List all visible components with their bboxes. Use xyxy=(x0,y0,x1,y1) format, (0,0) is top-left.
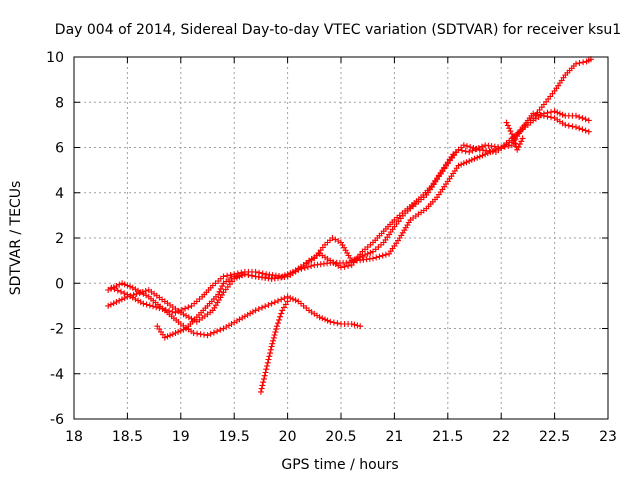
x-tick-label: 18 xyxy=(65,429,83,445)
x-tick-label: 19 xyxy=(172,429,190,445)
y-tick-label: -6 xyxy=(50,412,64,428)
y-tick-label: 2 xyxy=(55,231,64,247)
data-series xyxy=(105,56,594,395)
grid xyxy=(74,57,608,419)
y-tick-label: -2 xyxy=(50,322,64,338)
series-track-b xyxy=(105,280,364,339)
y-tick-label: 4 xyxy=(55,186,64,202)
y-axis-label: SDTVAR / TECUs xyxy=(8,181,24,296)
x-tick-label: 22.5 xyxy=(539,429,570,445)
y-tick-label: -4 xyxy=(50,367,64,383)
x-tick-label: 21.5 xyxy=(432,429,463,445)
y-tick-label: 10 xyxy=(46,50,64,66)
x-tick-labels: 18 18.5 19 19.5 20 20.5 21 21.5 22 22.5 23 xyxy=(65,429,617,445)
series-track-f xyxy=(503,119,526,153)
y-tick-labels: -6 -4 -2 0 2 4 6 8 10 xyxy=(46,50,64,428)
x-tick-label: 23 xyxy=(599,429,617,445)
x-tick-label: 20 xyxy=(279,429,297,445)
x-tick-label: 18.5 xyxy=(112,429,143,445)
chart-title: Day 004 of 2014, Sidereal Day-to-day VTE… xyxy=(55,22,621,38)
series-track-d xyxy=(154,56,594,341)
x-tick-label: 22 xyxy=(492,429,510,445)
x-tick-label: 20.5 xyxy=(325,429,356,445)
x-axis-label: GPS time / hours xyxy=(281,457,398,473)
y-tick-label: 6 xyxy=(55,141,64,157)
x-tick-label: 21 xyxy=(385,429,403,445)
y-tick-label: 0 xyxy=(55,276,64,292)
y-tick-label: 8 xyxy=(55,95,64,111)
x-tick-label: 19.5 xyxy=(219,429,250,445)
plot-frame xyxy=(73,56,609,420)
series-track-e xyxy=(257,298,291,395)
